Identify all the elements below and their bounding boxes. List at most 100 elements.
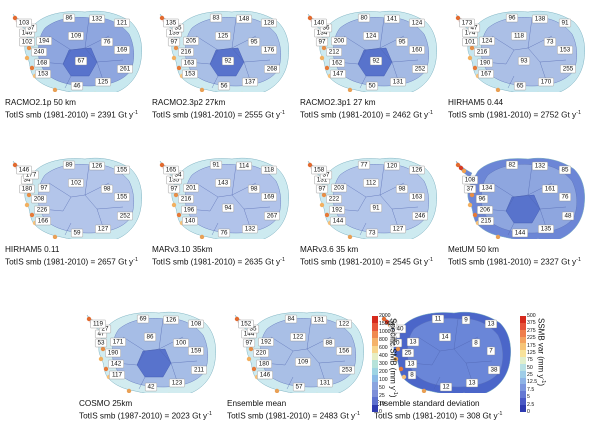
basin-smb-label: 42 [144,382,157,392]
antarctica-map: 69 126 108 100 159 211 123 42 117 142 190 171 53 4727… [86,311,216,393]
svg-text:48: 48 [564,213,572,220]
basin-smb-label: 135 [163,18,179,28]
svg-text:117: 117 [112,372,123,379]
basin-divide [286,376,294,390]
svg-text:121: 121 [117,20,128,27]
basin-smb-label: 12 [439,382,452,392]
svg-text:134: 134 [317,30,328,37]
basin-smb-label: 86 [143,332,156,342]
basin-divide [431,350,441,366]
high-smb-patch [52,87,58,92]
basin-divide [48,182,72,198]
svg-text:91: 91 [372,205,380,212]
basin-smb-label: 211 [191,365,207,375]
colorbar-segment [520,404,526,412]
basin-smb-label: 94 [221,203,234,213]
smb-total-text: TotIS smb (1981-2010) = 2391 Gt y [5,110,134,120]
basin-smb-label: 132 [532,161,548,171]
svg-text:163: 163 [184,60,195,67]
svg-text:114: 114 [239,163,250,170]
basin-smb-label: 180 [19,184,35,194]
high-smb-patch [495,87,501,92]
svg-text:7: 7 [489,348,493,355]
high-smb-patch [26,45,32,51]
basin-smb-label: 212 [326,47,342,57]
map-panel-marv36: 77 120 126 98 163 246 127 73 144 192 222 203 97 131 37… [300,153,440,267]
map-panel-metum: 82 132 85 161 76 48 135 144 215 206 96 134 37 108 MetU… [448,153,588,267]
basin-smb-label: 8 [407,370,417,380]
svg-text:94: 94 [224,205,232,212]
basin-smb-label: 95 [247,37,260,47]
smb-total-text: TotIS smb (1987-2010) = 2023 Gt y [79,411,208,421]
map-panel-hirham044: 96 138 91 73 153 255 170 65 167 190 216 124 101 174 47… [448,6,588,120]
svg-text:205: 205 [186,38,197,45]
basin-smb-label: 194 [36,36,52,46]
basin-divide [357,49,367,65]
basin-smb-label: 102 [68,178,84,188]
svg-text:57: 57 [295,384,303,391]
basin-smb-label: 126 [409,165,425,175]
basin-divide [513,194,529,198]
colorbar-segment [520,336,526,344]
svg-text:159: 159 [191,348,202,355]
svg-text:118: 118 [264,167,275,174]
high-smb-patch [393,356,399,362]
svg-text:97: 97 [170,186,178,193]
basin-smb-label: 96 [506,13,519,23]
basin-smb-label: 190 [477,58,493,68]
map-panel-hirham011: 89 126 155 98 155 252 127 59 166 226 208 97 180 34 177… [5,153,145,267]
colorbar-tick-label: 50 [527,364,533,371]
svg-text:148: 148 [239,16,250,23]
svg-text:155: 155 [117,194,128,201]
svg-text:168: 168 [37,60,48,67]
basin-divide [211,222,219,236]
high-smb-patch [469,45,475,51]
smb-total-text: TotIS smb (1981-2010) = 2545 Gt y [300,257,429,267]
colorbar-segment [372,330,378,339]
basin-smb-label: 13 [407,337,420,347]
unit-exponent: -1 [355,411,361,417]
basin-smb-label: 131 [311,315,327,325]
basin-smb-label: 100 [173,338,189,348]
svg-text:14: 14 [441,334,449,341]
svg-text:192: 192 [261,339,272,346]
basin-smb-label: 103 [16,18,32,28]
basin-smb-label: 215 [478,216,494,226]
basin-smb-label: 117 [109,370,125,380]
basin-smb-label: 155 [114,165,130,175]
colorbar-segment [520,357,526,364]
antarctica-map: 83 148 128 95 176 268 137 56 153 163 216 205 97 13935… [159,10,289,92]
high-smb-patch [307,15,313,21]
svg-text:73: 73 [368,230,376,237]
basin-smb-label: 57 [292,382,305,392]
basin-smb-label: 73 [543,37,556,47]
basin-divide [138,376,146,390]
basin-smb-label: 85 [558,165,571,175]
basin-smb-label: 152 [238,319,254,329]
high-smb-patch [495,234,501,239]
colorbar-tick-label: 2000 [379,313,391,319]
basin-smb-label: 97 [168,184,181,194]
svg-text:170: 170 [541,79,552,86]
svg-text:91: 91 [212,162,220,169]
svg-text:162: 162 [332,60,343,67]
svg-text:216: 216 [477,49,488,56]
basin-smb-label: 253 [339,365,355,375]
basin-smb-label: 267 [264,211,280,221]
colorbar-segment [372,375,378,383]
basin-smb-label: 8 [471,338,481,348]
basin-smb-label: 153 [557,45,573,55]
svg-text:95: 95 [250,39,258,46]
colorbar-tick-label: 175 [527,342,536,349]
basin-smb-label: 82 [506,160,519,170]
svg-text:86: 86 [65,15,73,22]
basin-smb-label: 190 [105,348,121,358]
basin-smb-label: 118 [511,31,527,41]
colorbar-segment [520,322,526,330]
svg-text:166: 166 [38,218,49,225]
basin-smb-label: 170 [538,77,554,87]
svg-text:80: 80 [360,15,368,22]
colorbar-tick-label: 7.5 [527,386,535,393]
unit-exponent: -1 [497,411,503,417]
svg-text:89: 89 [65,162,73,169]
